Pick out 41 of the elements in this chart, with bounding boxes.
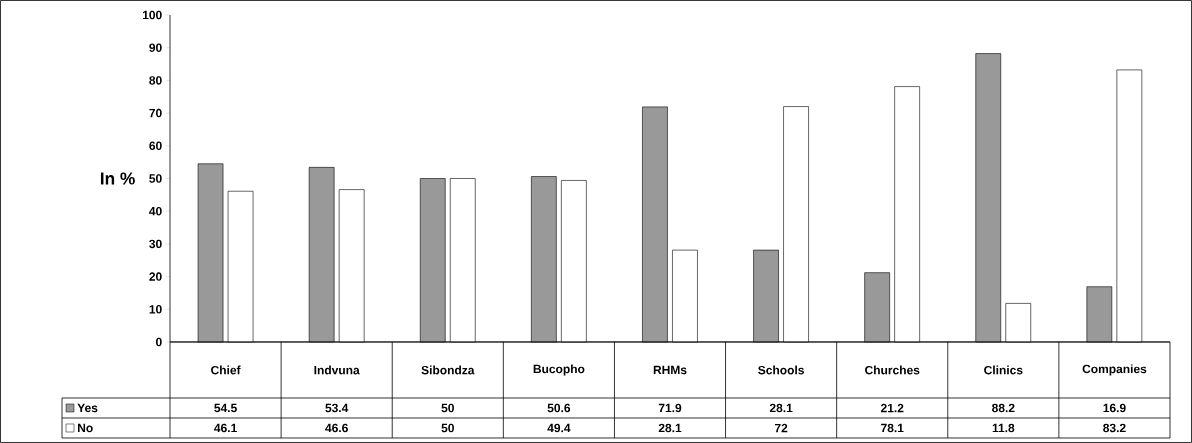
x-tick-label: Companies [1082, 364, 1147, 376]
data-label: 53.4 [325, 403, 349, 413]
x-tick-label: RHMs [653, 365, 687, 375]
y-tick-label: 40 [149, 206, 162, 216]
data-label: 71.9 [658, 403, 682, 413]
data-label: 16.9 [1103, 403, 1126, 413]
data-label: 88.2 [992, 403, 1015, 413]
x-tick-label: Churches [865, 365, 920, 375]
data-label: 72 [774, 423, 788, 433]
data-label: 28.1 [769, 403, 793, 413]
legend-label: No [78, 423, 93, 433]
data-label: 54.5 [214, 403, 237, 413]
data-label: 46.6 [325, 423, 348, 433]
data-label: 21.2 [880, 403, 904, 413]
x-tick-label: Schools [758, 365, 804, 375]
x-tick-label: Clinics [984, 365, 1023, 375]
data-label: 28.1 [658, 423, 682, 433]
y-tick-label: 70 [149, 108, 162, 118]
data-label: 49.4 [547, 423, 571, 433]
data-label: 50 [441, 423, 454, 433]
y-tick-label: 80 [149, 76, 162, 85]
y-tick-label: 20 [149, 272, 162, 281]
x-tick-label: Bucopho [533, 364, 585, 376]
data-label: 50 [441, 403, 454, 413]
data-label: 78.1 [881, 423, 904, 433]
y-tick-label: 30 [149, 239, 162, 249]
data-label: 46.1 [214, 423, 237, 433]
x-tick-label: Sibondza [421, 365, 475, 375]
y-tick-label: 0 [156, 337, 162, 347]
data-label: 11.8 [992, 423, 1015, 433]
x-tick-label: Indvuna [314, 365, 360, 375]
data-label: 83.2 [1103, 423, 1126, 433]
y-tick-label: 10 [149, 305, 162, 314]
y-axis-title: In % [100, 172, 135, 185]
y-tick-label: 50 [149, 174, 162, 183]
y-tick-label: 90 [149, 43, 162, 52]
y-tick-label: 100 [142, 10, 162, 20]
legend-label: Yes [77, 403, 98, 413]
data-label: 50.6 [547, 403, 571, 413]
x-tick-label: Chief [211, 365, 241, 375]
y-tick-label: 60 [149, 141, 162, 151]
